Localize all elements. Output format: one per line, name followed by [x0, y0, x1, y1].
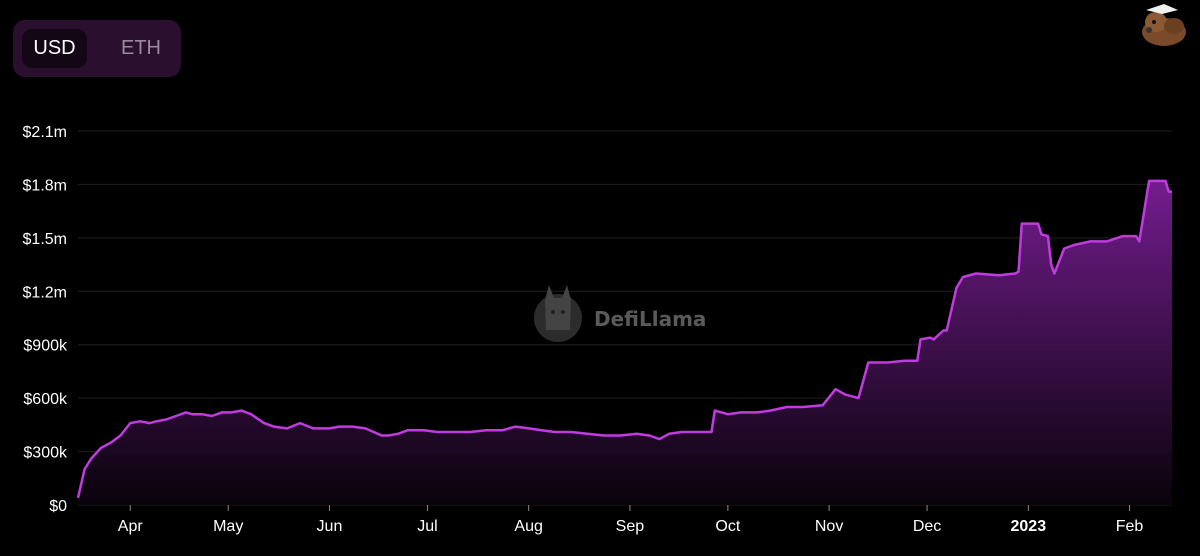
x-tick-label: Jul: [417, 518, 437, 535]
x-tick-label: Feb: [1116, 518, 1144, 535]
llama-avatar-icon: [1142, 4, 1186, 46]
tvl-area-fill: [78, 180, 1172, 505]
y-tick-label: $0: [49, 498, 67, 515]
defillama-watermark: DefiLlama: [534, 285, 706, 342]
x-tick-label: Nov: [815, 518, 843, 535]
usd-toggle-button[interactable]: USD: [22, 29, 87, 68]
x-tick-label: Apr: [118, 518, 144, 535]
x-tick-label: 2023: [1011, 518, 1047, 535]
x-tick-label: Aug: [514, 518, 542, 535]
y-tick-label: $1.8m: [23, 177, 67, 194]
y-tick-label: $900k: [23, 338, 68, 355]
y-tick-label: $1.5m: [23, 231, 67, 248]
eth-toggle-button[interactable]: ETH: [105, 29, 177, 68]
y-tick-label: $600k: [23, 391, 68, 408]
x-axis-ticks: Apr May Jun Jul Aug Sep Oct Nov Dec 2023 Feb: [118, 505, 1144, 535]
x-tick-label: Sep: [616, 518, 645, 535]
x-tick-label: Jun: [317, 518, 343, 535]
x-tick-label: Oct: [715, 518, 740, 535]
y-axis-ticks: $0 $300k $600k $900k $1.2m $1.5m $1.8m $2.1m: [23, 124, 68, 515]
x-tick-label: May: [213, 518, 243, 535]
tvl-series-line: [76, 179, 1172, 499]
y-tick-label: $1.2m: [23, 284, 67, 301]
x-tick-label: Dec: [913, 518, 941, 535]
y-tick-label: $2.1m: [23, 124, 67, 141]
watermark-text: DefiLlama: [594, 307, 706, 331]
llama-logo-icon: [534, 285, 582, 342]
y-tick-label: $300k: [23, 445, 68, 462]
denomination-toggle: USD ETH: [13, 20, 181, 77]
